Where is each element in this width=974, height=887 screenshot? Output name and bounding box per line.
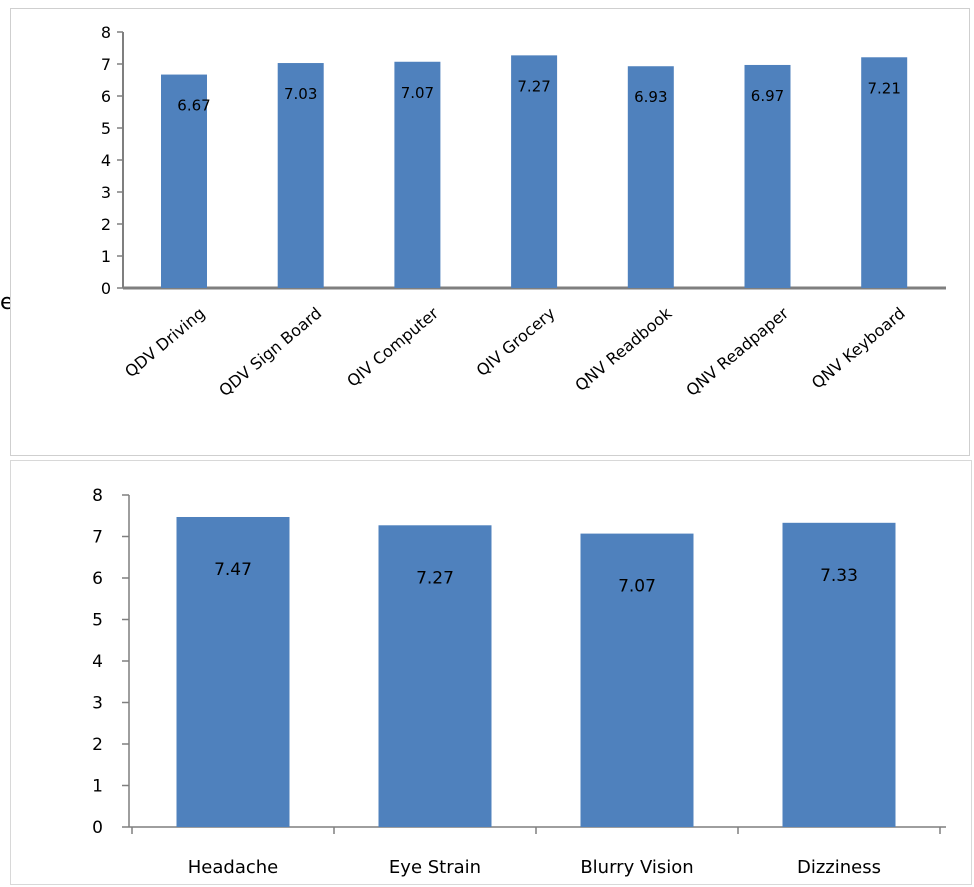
x-category-label: QNV Keyboard (808, 304, 909, 393)
y-tick-label: 5 (101, 119, 111, 138)
bar-value-label: 7.33 (820, 566, 858, 586)
x-category-label: QDV Driving (121, 304, 208, 382)
bar (744, 64, 791, 289)
bar (394, 61, 441, 289)
chart-bottom-panel: 0 1 2 3 4 5 6 7 8 7.47 Headache 7.27 Eye Strain 7.07 B… (10, 460, 972, 885)
y-tick-label: 6 (92, 569, 103, 589)
y-tick-label: 1 (92, 777, 103, 797)
y-tick-label: 7 (101, 55, 111, 74)
chart-top-panel: 0 1 2 3 4 5 6 7 8 6.67 QDV Driving 7.03 QDV Sign Boa… (10, 8, 970, 456)
bar-value-label: 7.03 (284, 85, 317, 103)
x-category-label: Headache (188, 857, 278, 878)
bar (627, 66, 674, 288)
bar (378, 525, 492, 827)
x-category-label: QNV Readpaper (682, 303, 792, 400)
y-tick-label: 8 (92, 486, 103, 506)
bar-value-label: 7.47 (214, 560, 252, 580)
y-tick-label: 7 (92, 528, 103, 548)
x-category-label: QDV Sign Board (215, 304, 325, 401)
y-tick-label: 0 (92, 818, 103, 838)
x-category-label: QIV Computer (343, 303, 442, 390)
y-tick-label: 3 (92, 694, 103, 714)
bar-value-label: 7.27 (517, 77, 550, 95)
bar-value-label: 6.97 (751, 87, 784, 105)
chart-bottom: 0 1 2 3 4 5 6 7 8 7.47 Headache 7.27 Eye Strain 7.07 B… (92, 486, 946, 878)
y-tick-label: 4 (101, 151, 111, 170)
bar (580, 533, 694, 827)
bar-value-label: 7.07 (401, 84, 434, 102)
y-tick-label: 2 (101, 215, 111, 234)
y-tick-label: 1 (101, 247, 111, 266)
y-tick-label: 8 (101, 23, 111, 42)
x-category-label: Dizziness (797, 857, 881, 878)
bar-value-label: 7.27 (416, 568, 454, 588)
bar-value-label: 6.93 (634, 88, 667, 106)
x-category-label: QIV Grocery (473, 304, 559, 381)
x-category-label: QNV Readbook (571, 303, 676, 395)
bar (861, 57, 908, 288)
chart-top: 0 1 2 3 4 5 6 7 8 6.67 QDV Driving 7.03 QDV Sign Boa… (101, 23, 946, 401)
bar (176, 516, 290, 827)
y-tick-label: 4 (92, 652, 103, 672)
y-tick-label: 0 (101, 279, 111, 298)
bar (782, 522, 896, 827)
y-tick-label: 6 (101, 87, 111, 106)
y-tick-label: 2 (92, 735, 103, 755)
y-tick-label: 5 (92, 611, 103, 631)
bar-value-label: 7.07 (618, 577, 656, 597)
bar (161, 74, 207, 288)
bar-value-label: 6.67 (177, 97, 210, 115)
y-tick-label: 3 (101, 183, 111, 202)
bar (277, 63, 324, 288)
bar-value-label: 7.21 (867, 79, 900, 97)
x-category-label: Eye Strain (389, 857, 481, 878)
bar (511, 55, 558, 288)
x-category-label: Blurry Vision (580, 857, 693, 878)
